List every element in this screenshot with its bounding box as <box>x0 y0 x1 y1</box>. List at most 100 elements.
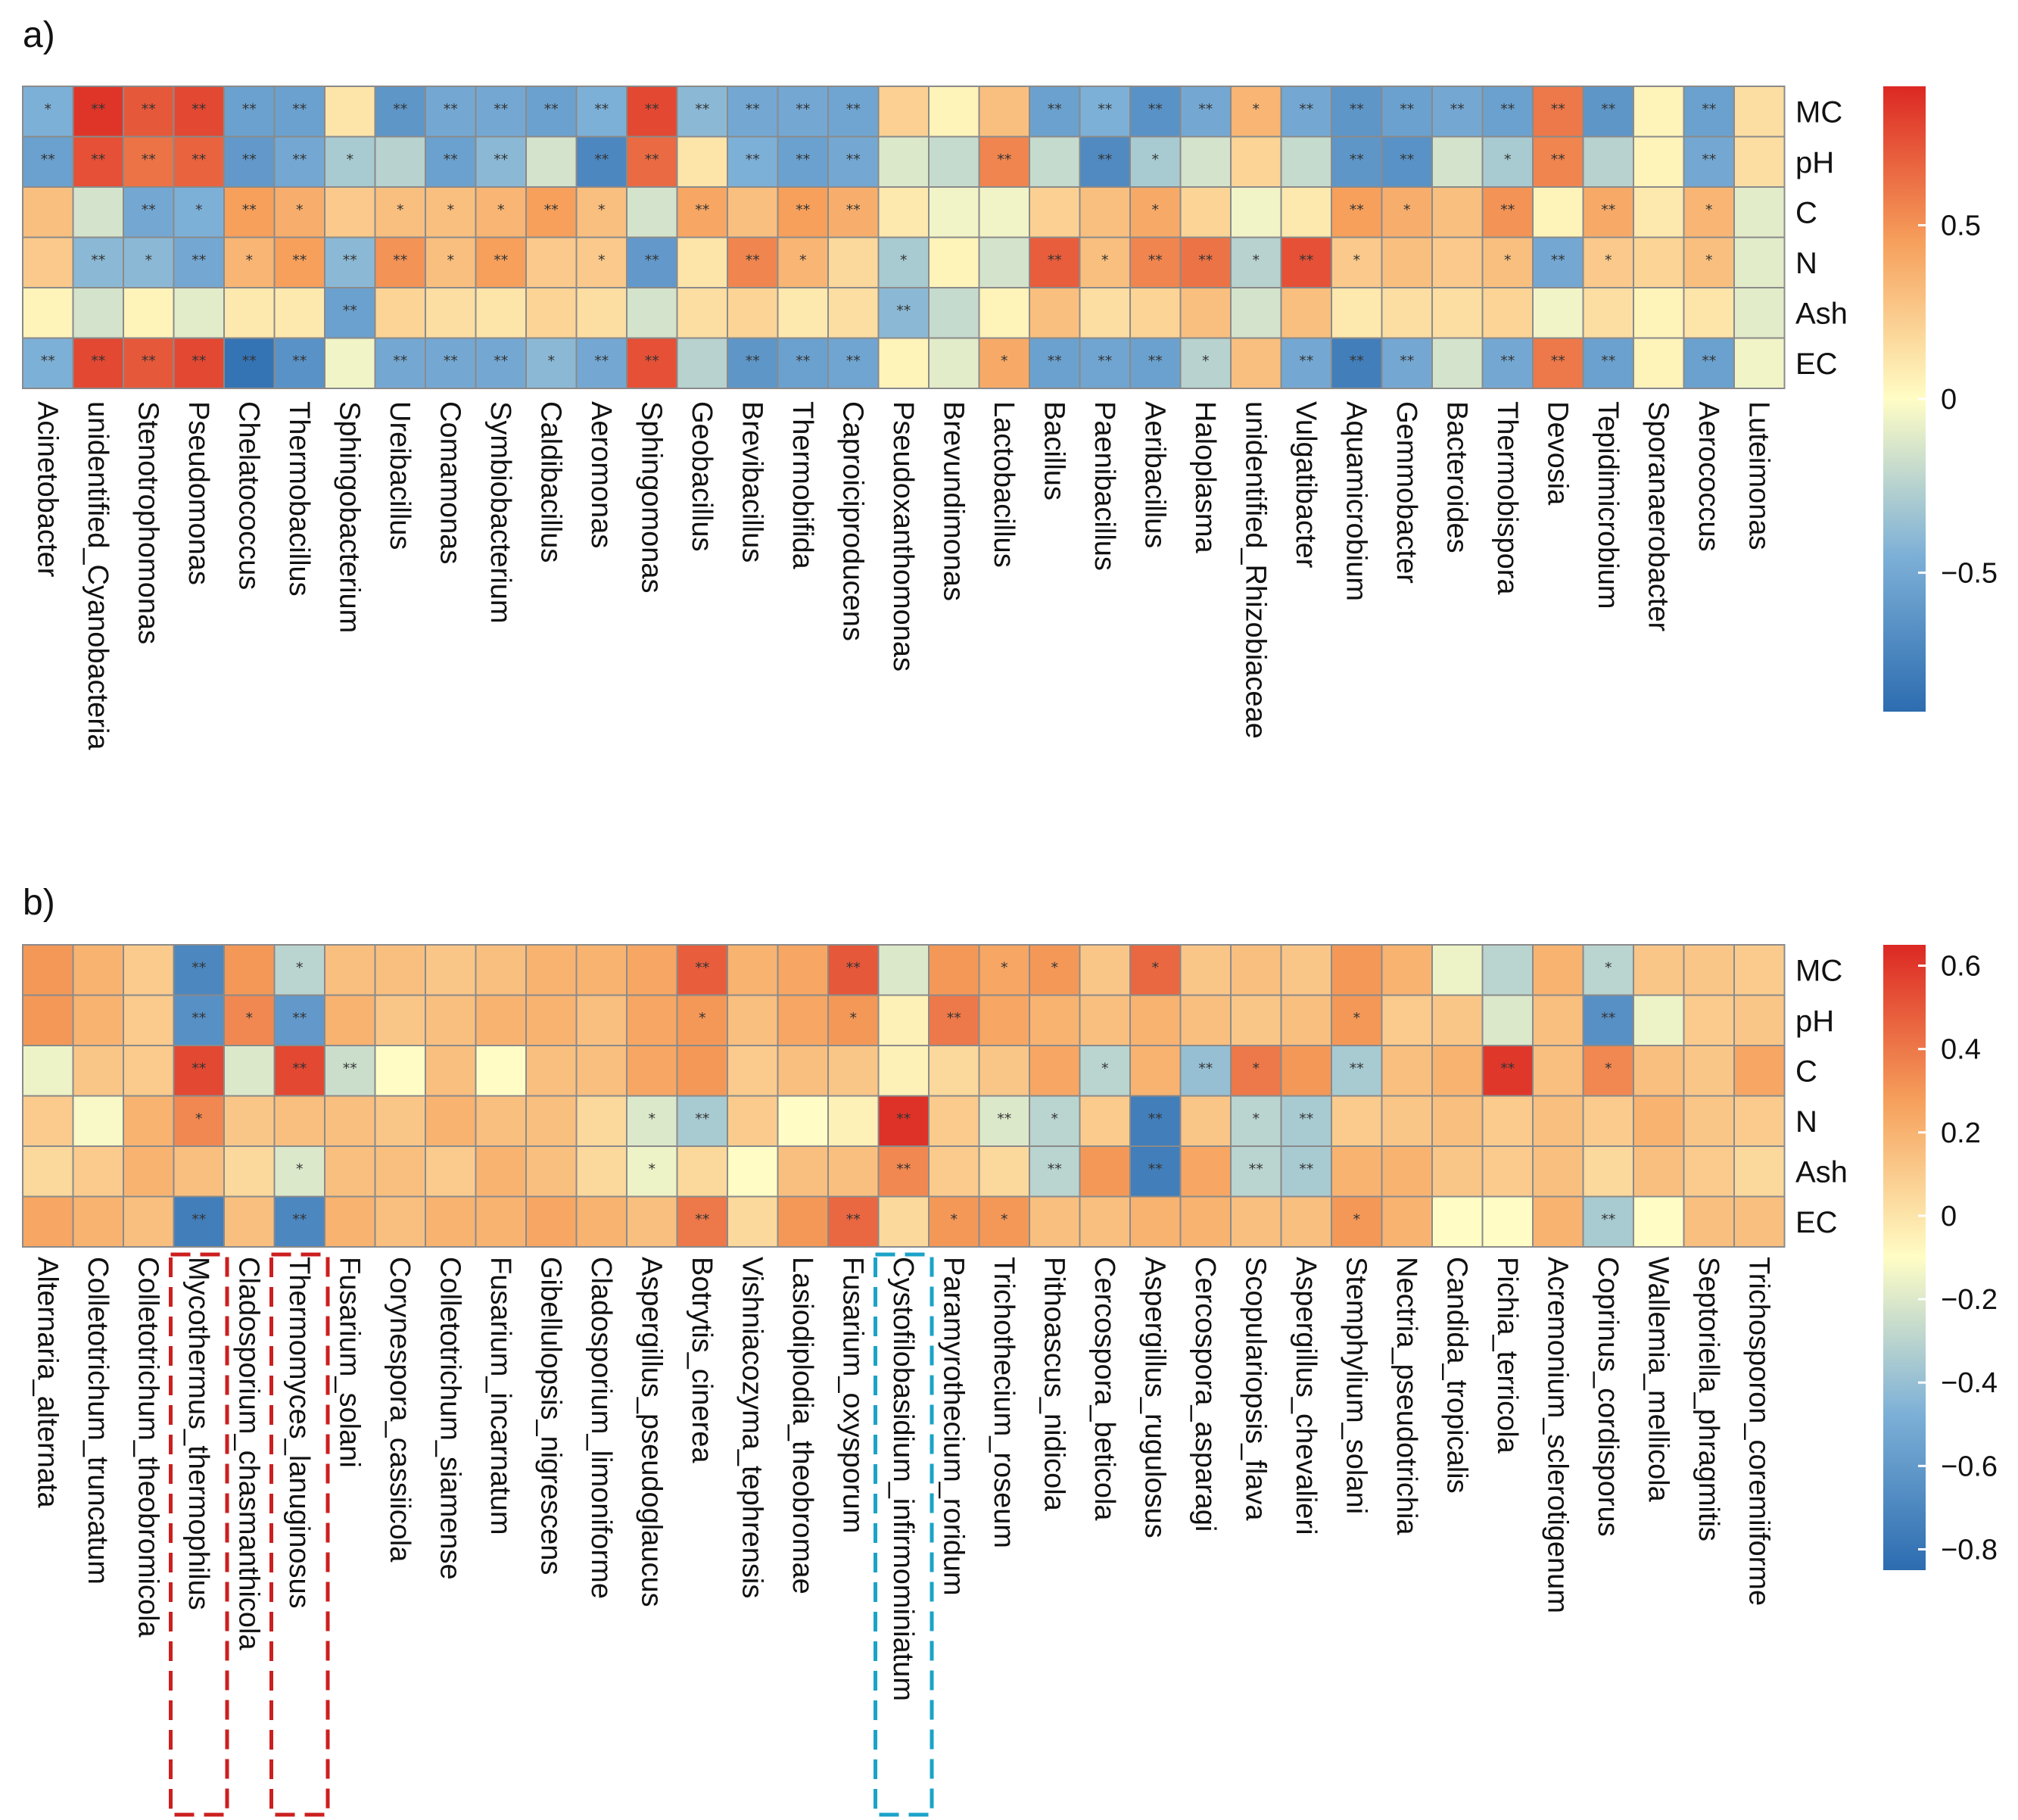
column-label: Luteimonas <box>1742 401 1774 550</box>
colorbar-tick-label: −0.2 <box>1941 1284 1998 1316</box>
heatmap-cell <box>1532 944 1584 996</box>
heatmap-cell <box>1029 1095 1081 1147</box>
heatmap-cell <box>525 86 578 138</box>
significance-mark: ** <box>1702 151 1716 168</box>
row-label: pH <box>1795 1005 1834 1038</box>
heatmap-cell <box>827 86 880 138</box>
heatmap-cell <box>72 1095 124 1147</box>
heatmap-cell <box>324 236 376 288</box>
heatmap-cell <box>1179 944 1232 996</box>
significance-mark: * <box>447 252 455 269</box>
heatmap-cell <box>676 136 728 188</box>
heatmap-cell <box>827 1195 880 1248</box>
heatmap-cell <box>1381 186 1433 238</box>
heatmap-cell <box>1230 1195 1282 1248</box>
significance-mark: ** <box>1702 353 1716 369</box>
significance-mark: ** <box>594 353 609 369</box>
heatmap-cell <box>676 1195 728 1248</box>
heatmap-cell <box>324 1195 376 1248</box>
heatmap-cell <box>928 86 980 138</box>
row-label: C <box>1795 1055 1817 1088</box>
column-label: Cladosporium_limoniforme <box>585 1257 617 1599</box>
heatmap-cell <box>676 994 728 1046</box>
heatmap-cell <box>1029 1045 1081 1097</box>
significance-mark: ** <box>594 101 609 117</box>
column-label: Brevundimonas <box>937 401 969 601</box>
significance-mark: ** <box>796 353 810 369</box>
heatmap-cell <box>1733 1045 1786 1097</box>
heatmap-cell <box>727 86 779 138</box>
significance-mark: * <box>1202 353 1210 369</box>
colorbar-tick-label: 0.6 <box>1941 951 1981 983</box>
significance-mark: ** <box>1198 101 1213 117</box>
column-label: Paramyrothecium_roridum <box>937 1257 969 1596</box>
column-label: Pichia_terricola <box>1491 1257 1523 1454</box>
heatmap-cell <box>575 236 628 288</box>
significance-mark: ** <box>1450 101 1465 117</box>
heatmap-cell <box>273 287 325 339</box>
heatmap-cell <box>727 1145 779 1198</box>
heatmap-cell <box>1582 1145 1634 1198</box>
heatmap-cell <box>223 1095 276 1147</box>
heatmap-cell <box>123 1195 175 1248</box>
heatmap-cell <box>223 236 276 288</box>
column-label: Wallemia_mellicola <box>1642 1257 1674 1503</box>
significance-mark: * <box>1001 353 1008 369</box>
heatmap-cell <box>827 236 880 288</box>
heatmap-cell <box>928 1195 980 1248</box>
column-label: Lasiodiplodia_theobromae <box>786 1257 818 1594</box>
significance-mark: ** <box>544 101 559 117</box>
significance-mark: ** <box>1601 201 1615 218</box>
significance-mark: ** <box>594 151 609 168</box>
heatmap-cell <box>1079 186 1131 238</box>
heatmap-cell <box>1079 136 1131 188</box>
heatmap-cell <box>1733 136 1786 188</box>
column-label: Brevibacillus <box>736 401 768 563</box>
heatmap-cell <box>827 1045 880 1097</box>
significance-mark: * <box>447 201 455 218</box>
heatmap-cell <box>324 994 376 1046</box>
heatmap-cell <box>1582 186 1634 238</box>
column-label: Bacillus <box>1038 401 1070 500</box>
heatmap-cell <box>1582 994 1634 1046</box>
heatmap-cell <box>676 1095 728 1147</box>
heatmap-cell <box>1280 944 1332 996</box>
heatmap-cell <box>475 1145 527 1198</box>
heatmap-cell <box>626 1045 678 1097</box>
significance-mark: * <box>1152 151 1160 168</box>
heatmap-cell <box>575 994 628 1046</box>
row-label: MC <box>1795 95 1842 129</box>
heatmap-cell <box>1331 994 1383 1046</box>
heatmap-cell <box>1029 186 1081 238</box>
significance-mark: ** <box>192 1211 206 1228</box>
heatmap-cell <box>727 944 779 996</box>
heatmap-cell <box>273 236 325 288</box>
significance-mark: ** <box>746 101 760 117</box>
significance-mark: ** <box>1299 101 1313 117</box>
heatmap-cell <box>626 86 678 138</box>
heatmap-cell <box>425 1195 477 1248</box>
significance-mark: ** <box>494 101 508 117</box>
heatmap-cell <box>575 1195 628 1248</box>
significance-mark: * <box>1001 959 1008 976</box>
significance-mark: * <box>649 1111 656 1127</box>
significance-mark: ** <box>645 101 659 117</box>
heatmap-cell <box>1331 1095 1383 1147</box>
heatmap-cell <box>1230 337 1282 389</box>
column-label: Thermobispora <box>1491 401 1523 595</box>
heatmap-cell <box>1230 1045 1282 1097</box>
heatmap-cell <box>72 86 124 138</box>
heatmap-cell <box>1481 236 1534 288</box>
heatmap-cell <box>173 186 225 238</box>
heatmap-cell <box>877 86 930 138</box>
heatmap-cell <box>777 287 829 339</box>
heatmap-cell <box>978 1095 1030 1147</box>
heatmap-cell <box>1029 136 1081 188</box>
heatmap-cell <box>22 287 74 339</box>
heatmap-cell <box>525 994 578 1046</box>
significance-mark: ** <box>997 1111 1011 1127</box>
heatmap-cell <box>1179 136 1232 188</box>
heatmap-cell <box>1633 136 1685 188</box>
heatmap-cell <box>525 287 578 339</box>
heatmap-cell <box>827 1145 880 1198</box>
